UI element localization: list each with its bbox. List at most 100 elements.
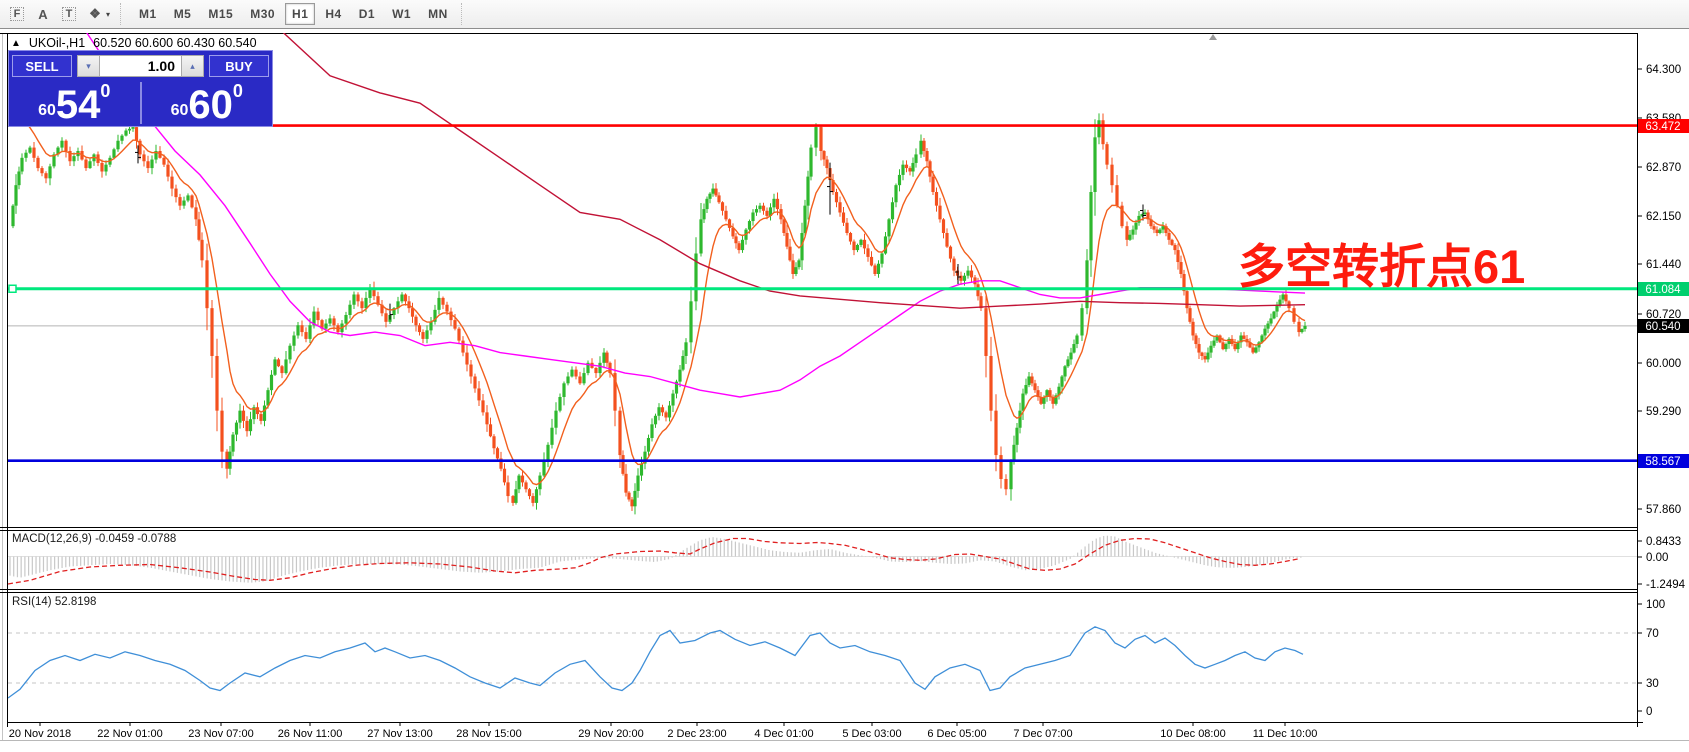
candle-body (417, 325, 422, 333)
timeframe-button-H4[interactable]: H4 (318, 3, 348, 25)
volume-decrease-button[interactable]: ▾ (77, 55, 100, 77)
candle-body (262, 405, 267, 421)
timeframe-button-W1[interactable]: W1 (385, 3, 418, 25)
candle-body (1012, 444, 1016, 462)
buy-price-display[interactable]: 60 60 0 (142, 80, 273, 126)
candle-body (542, 460, 546, 476)
sell-price-display[interactable]: 60 54 0 (9, 80, 140, 126)
candle-body (999, 455, 1003, 479)
candle-body (499, 458, 503, 469)
candle-body (360, 301, 364, 309)
candle-body (473, 376, 477, 389)
candle-body (372, 287, 376, 297)
candle-body (150, 159, 154, 169)
candle-body (574, 369, 578, 377)
candle-body (1182, 273, 1186, 292)
candle-body (170, 176, 174, 189)
time-tick-label: 4 Dec 01:00 (754, 728, 813, 740)
candle-body (737, 243, 741, 251)
symbol-period-label: UKOil-,H1 (28, 36, 86, 50)
candle-body (1097, 120, 1101, 138)
sell-button[interactable]: SELL (12, 55, 72, 77)
candle-body (380, 304, 384, 314)
macd-values: -0.0459 -0.0788 (95, 533, 177, 545)
candle-body (276, 359, 281, 367)
candle-body (558, 396, 562, 411)
price-tick-label: 59.290 (1646, 406, 1681, 418)
candle-body (488, 424, 493, 437)
candle-body (1093, 137, 1097, 192)
candle-body (979, 296, 983, 309)
candle-body (1143, 212, 1147, 215)
text-label-icon[interactable]: A (38, 6, 48, 22)
timeframe-button-M15[interactable]: M15 (201, 3, 240, 25)
candle-body (1278, 299, 1282, 305)
time-tick-label: 26 Nov 11:00 (278, 728, 343, 740)
price-badge (1638, 282, 1689, 296)
candle-body (1152, 226, 1156, 230)
candle-body (259, 414, 263, 421)
text-box-icon[interactable]: T (56, 3, 82, 25)
candle-body (477, 388, 481, 401)
candle-body (1066, 359, 1070, 367)
indicators-grid-icon[interactable]: F (4, 3, 30, 25)
candle-body (1080, 308, 1084, 336)
candle-body (465, 352, 469, 365)
candle-body (636, 475, 640, 491)
candle-body (758, 205, 762, 210)
timeframe-button-MN[interactable]: MN (421, 3, 455, 25)
candle-body (178, 197, 182, 206)
candle-body (1224, 344, 1228, 350)
price-tick-label: 64.300 (1646, 64, 1681, 76)
candle-body (1203, 355, 1207, 360)
candle-body (48, 166, 52, 179)
candle-body (855, 244, 860, 251)
candle-body (1272, 311, 1276, 319)
shapes-icon[interactable]: ❖ (89, 6, 101, 21)
volume-increase-button[interactable]: ▴ (181, 55, 204, 77)
candle-body (308, 325, 312, 339)
candle-body (403, 294, 408, 302)
candle-body (245, 420, 249, 432)
price-tick-label: 60.720 (1646, 309, 1681, 321)
candle-body (775, 198, 780, 210)
shapes-dropdown-caret[interactable]: ▾ (106, 9, 111, 19)
timeframe-button-D1[interactable]: D1 (352, 3, 382, 25)
buy-button[interactable]: BUY (209, 55, 269, 77)
time-tick-label: 11 Dec 10:00 (1253, 728, 1318, 740)
candle-body (1054, 395, 1058, 404)
level-lines (8, 124, 1637, 463)
candle-body (1292, 308, 1296, 322)
candle-body (296, 325, 300, 336)
candle-body (1260, 335, 1264, 343)
timeframe-button-M5[interactable]: M5 (167, 3, 199, 25)
candle-body (266, 390, 270, 406)
timeframe-button-M1[interactable]: M1 (132, 3, 164, 25)
timeframe-button-H1[interactable]: H1 (285, 3, 316, 25)
candle-body (782, 219, 786, 233)
chart-shift-marker-icon (1209, 34, 1217, 40)
candle-body (772, 198, 776, 208)
price-badge (1638, 319, 1689, 333)
candle-body (1167, 232, 1171, 240)
candle-body (11, 205, 15, 227)
candle-body (36, 157, 40, 169)
candle-body (376, 296, 380, 305)
candle-body (845, 222, 849, 233)
timeframe-button-M30[interactable]: M30 (243, 3, 282, 25)
candle-body (453, 320, 457, 329)
sell-price-pip: 0 (100, 81, 111, 101)
volume-input[interactable] (100, 55, 181, 77)
candle-body (142, 154, 146, 162)
candle-body (734, 236, 738, 244)
candle-body (252, 407, 256, 420)
candle-body (1057, 386, 1061, 396)
candle-body (231, 434, 235, 452)
candle-body (205, 260, 209, 309)
candle-body (621, 455, 625, 474)
candle-body (146, 161, 150, 169)
candle-body (908, 168, 912, 172)
ma-slow-line (282, 33, 1306, 309)
